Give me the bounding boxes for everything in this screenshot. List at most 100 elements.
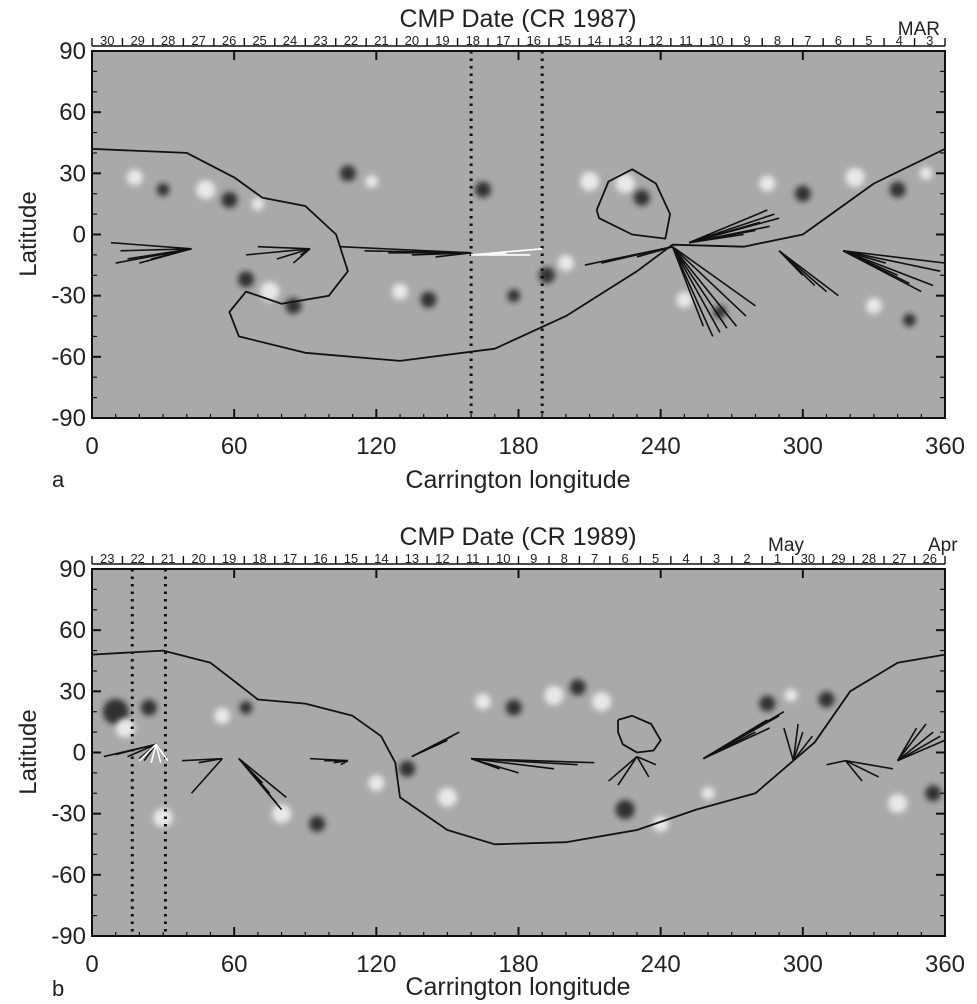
flux-patch-neg: [420, 291, 437, 308]
field-line: [276, 248, 311, 260]
field-line: [120, 247, 192, 252]
field-line: [435, 252, 472, 258]
panel-a-xlabel: Carrington longitude: [405, 466, 630, 494]
date-tick-label: 24: [283, 33, 297, 48]
flux-patch-pos: [888, 793, 908, 814]
field-line: [636, 756, 650, 778]
field-line: [842, 250, 886, 264]
flux-patch-neg: [569, 679, 586, 696]
date-tick-label: 29: [831, 551, 845, 566]
y-tick-label: -60: [51, 344, 86, 371]
date-tick-label: 10: [709, 33, 723, 48]
panel-b-xlabel: Carrington longitude: [405, 973, 630, 1001]
flux-patch-pos: [474, 693, 491, 710]
neutral-line-curve: [595, 168, 671, 240]
field-line: [896, 739, 911, 762]
field-line: [783, 727, 795, 761]
field-line: [636, 755, 657, 766]
flux-patch-pos: [365, 175, 378, 188]
neutral-line-curve: [617, 714, 662, 754]
flux-patch-neg: [633, 189, 650, 206]
date-tick-label: 17: [283, 551, 297, 566]
flux-patch-neg: [474, 181, 491, 198]
date-tick-label: 2: [743, 551, 750, 566]
field-line: [181, 757, 223, 762]
y-tick-label: 30: [59, 678, 86, 705]
field-line: [238, 758, 264, 784]
flux-patch-neg: [759, 695, 776, 712]
date-tick-label: 19: [435, 33, 449, 48]
y-tick-label: 0: [73, 740, 86, 767]
date-tick-label: 6: [622, 551, 629, 566]
x-tick-label: 300: [783, 951, 823, 978]
date-tick-label: 18: [252, 551, 266, 566]
x-tick-label: 60: [221, 951, 248, 978]
panel-b-month-label-apr: Apr: [928, 535, 958, 556]
flux-patch-pos: [437, 787, 458, 807]
flux-patch-pos: [153, 808, 173, 828]
flux-patch-pos: [701, 786, 715, 800]
y-tick-label: 60: [59, 99, 86, 126]
field-line: [155, 744, 162, 763]
flux-patch-pos: [919, 166, 933, 180]
date-tick-label: 3: [713, 551, 720, 566]
flux-patch-pos: [392, 283, 409, 300]
flux-patch-neg: [399, 760, 416, 777]
x-tick-label: 360: [925, 951, 965, 978]
field-line: [190, 758, 223, 794]
date-tick-label: 21: [161, 551, 175, 566]
field-line: [845, 759, 880, 778]
date-tick-label: 16: [526, 33, 540, 48]
date-tick-label: 13: [405, 551, 419, 566]
panel-a-month-label: MAR: [898, 19, 940, 40]
date-tick-label: 3: [926, 33, 933, 48]
flux-patch-neg: [140, 699, 157, 716]
neutral-line-curve: [92, 148, 945, 362]
date-tick-label: 14: [374, 551, 388, 566]
panel-a-background: [92, 51, 945, 418]
flux-patch-pos: [196, 180, 216, 200]
field-line: [162, 247, 192, 256]
field-line: [671, 246, 721, 333]
date-tick-label: 9: [743, 33, 750, 48]
field-line: [688, 221, 761, 244]
y-tick-label: 30: [59, 160, 86, 187]
panel-b-title: CMP Date (CR 1989): [399, 523, 636, 551]
date-tick-label: 17: [496, 33, 510, 48]
field-line: [778, 250, 839, 297]
field-line: [411, 743, 436, 758]
flux-patch-pos: [544, 685, 564, 706]
y-tick-label: -30: [51, 283, 86, 310]
flux-patch-neg: [903, 313, 916, 327]
panel-a-label: a: [52, 467, 65, 492]
flux-patch-pos: [126, 169, 143, 186]
date-tick-label: 28: [161, 33, 175, 48]
date-tick-label: 28: [862, 551, 876, 566]
field-line: [617, 756, 638, 786]
date-tick-label: 22: [130, 551, 144, 566]
field-line: [702, 731, 756, 760]
flux-patch-pos: [115, 718, 135, 738]
date-tick-label: 4: [682, 551, 689, 566]
date-tick-label: 16: [313, 551, 327, 566]
x-tick-label: 180: [498, 433, 538, 460]
field-line: [608, 755, 638, 782]
y-tick-label: 60: [59, 617, 86, 644]
panel-a-field-fans: [110, 209, 945, 337]
field-line: [843, 250, 945, 264]
field-line: [150, 744, 157, 763]
flux-patch-pos: [784, 689, 798, 702]
date-tick-label: 15: [344, 551, 358, 566]
date-tick-label: 23: [313, 33, 327, 48]
date-tick-label: 25: [252, 33, 266, 48]
field-line: [688, 209, 768, 244]
date-tick-label: 30: [100, 33, 114, 48]
x-tick-label: 300: [783, 433, 823, 460]
field-line: [471, 757, 595, 764]
field-line: [138, 743, 157, 762]
flux-patch-pos: [845, 167, 865, 188]
field-line: [792, 735, 813, 762]
flux-patch-neg: [239, 701, 253, 715]
